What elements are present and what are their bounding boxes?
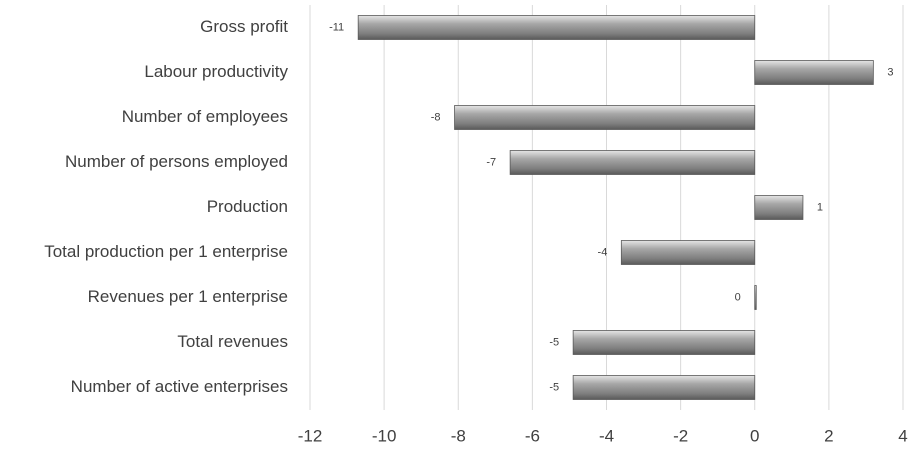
x-tick-label: -10 <box>372 426 397 445</box>
value-label: -7 <box>486 156 496 168</box>
bar <box>572 330 756 355</box>
value-label: -5 <box>549 381 559 393</box>
y-tick-label: Total revenues <box>177 332 288 351</box>
value-label: -11 <box>329 21 344 33</box>
bar <box>572 375 756 400</box>
x-tick-label: -2 <box>673 426 688 445</box>
value-label: -5 <box>549 336 559 348</box>
value-label: -4 <box>598 246 608 258</box>
bar <box>454 105 756 130</box>
y-tick-label: Production <box>207 197 288 216</box>
y-tick-label: Total production per 1 enterprise <box>44 242 288 261</box>
x-tick-label: 0 <box>750 426 759 445</box>
y-tick-label: Revenues per 1 enterprise <box>88 287 288 306</box>
bar <box>509 150 756 175</box>
x-tick-label: 4 <box>898 426 907 445</box>
value-label: -8 <box>431 111 441 123</box>
x-tick-label: -8 <box>451 426 466 445</box>
y-tick-label: Labour productivity <box>144 62 288 81</box>
y-tick-label: Number of active enterprises <box>71 377 288 396</box>
bar <box>357 15 756 40</box>
x-tick-label: -12 <box>298 426 323 445</box>
x-tick-label: -6 <box>525 426 540 445</box>
bar <box>754 285 757 310</box>
x-tick-label: -4 <box>599 426 614 445</box>
x-tick-label: 2 <box>824 426 833 445</box>
value-label: 1 <box>817 201 823 213</box>
bar <box>754 60 874 85</box>
bar <box>754 195 804 220</box>
y-tick-label: Number of employees <box>122 107 288 126</box>
y-tick-label: Number of persons employed <box>65 152 288 171</box>
value-label: 3 <box>887 66 893 78</box>
bar <box>620 240 756 265</box>
value-label: 0 <box>735 291 741 303</box>
y-tick-label: Gross profit <box>200 17 288 36</box>
